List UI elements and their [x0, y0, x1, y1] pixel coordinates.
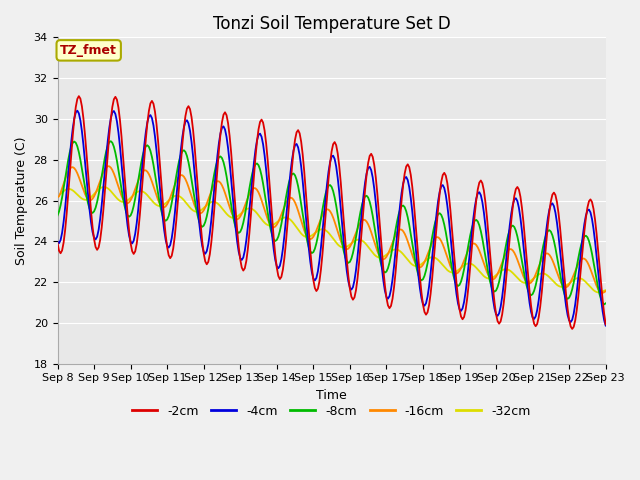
Text: TZ_fmet: TZ_fmet [60, 44, 117, 57]
Y-axis label: Soil Temperature (C): Soil Temperature (C) [15, 136, 28, 265]
X-axis label: Time: Time [316, 389, 347, 402]
Legend: -2cm, -4cm, -8cm, -16cm, -32cm: -2cm, -4cm, -8cm, -16cm, -32cm [127, 400, 536, 423]
Title: Tonzi Soil Temperature Set D: Tonzi Soil Temperature Set D [212, 15, 451, 33]
